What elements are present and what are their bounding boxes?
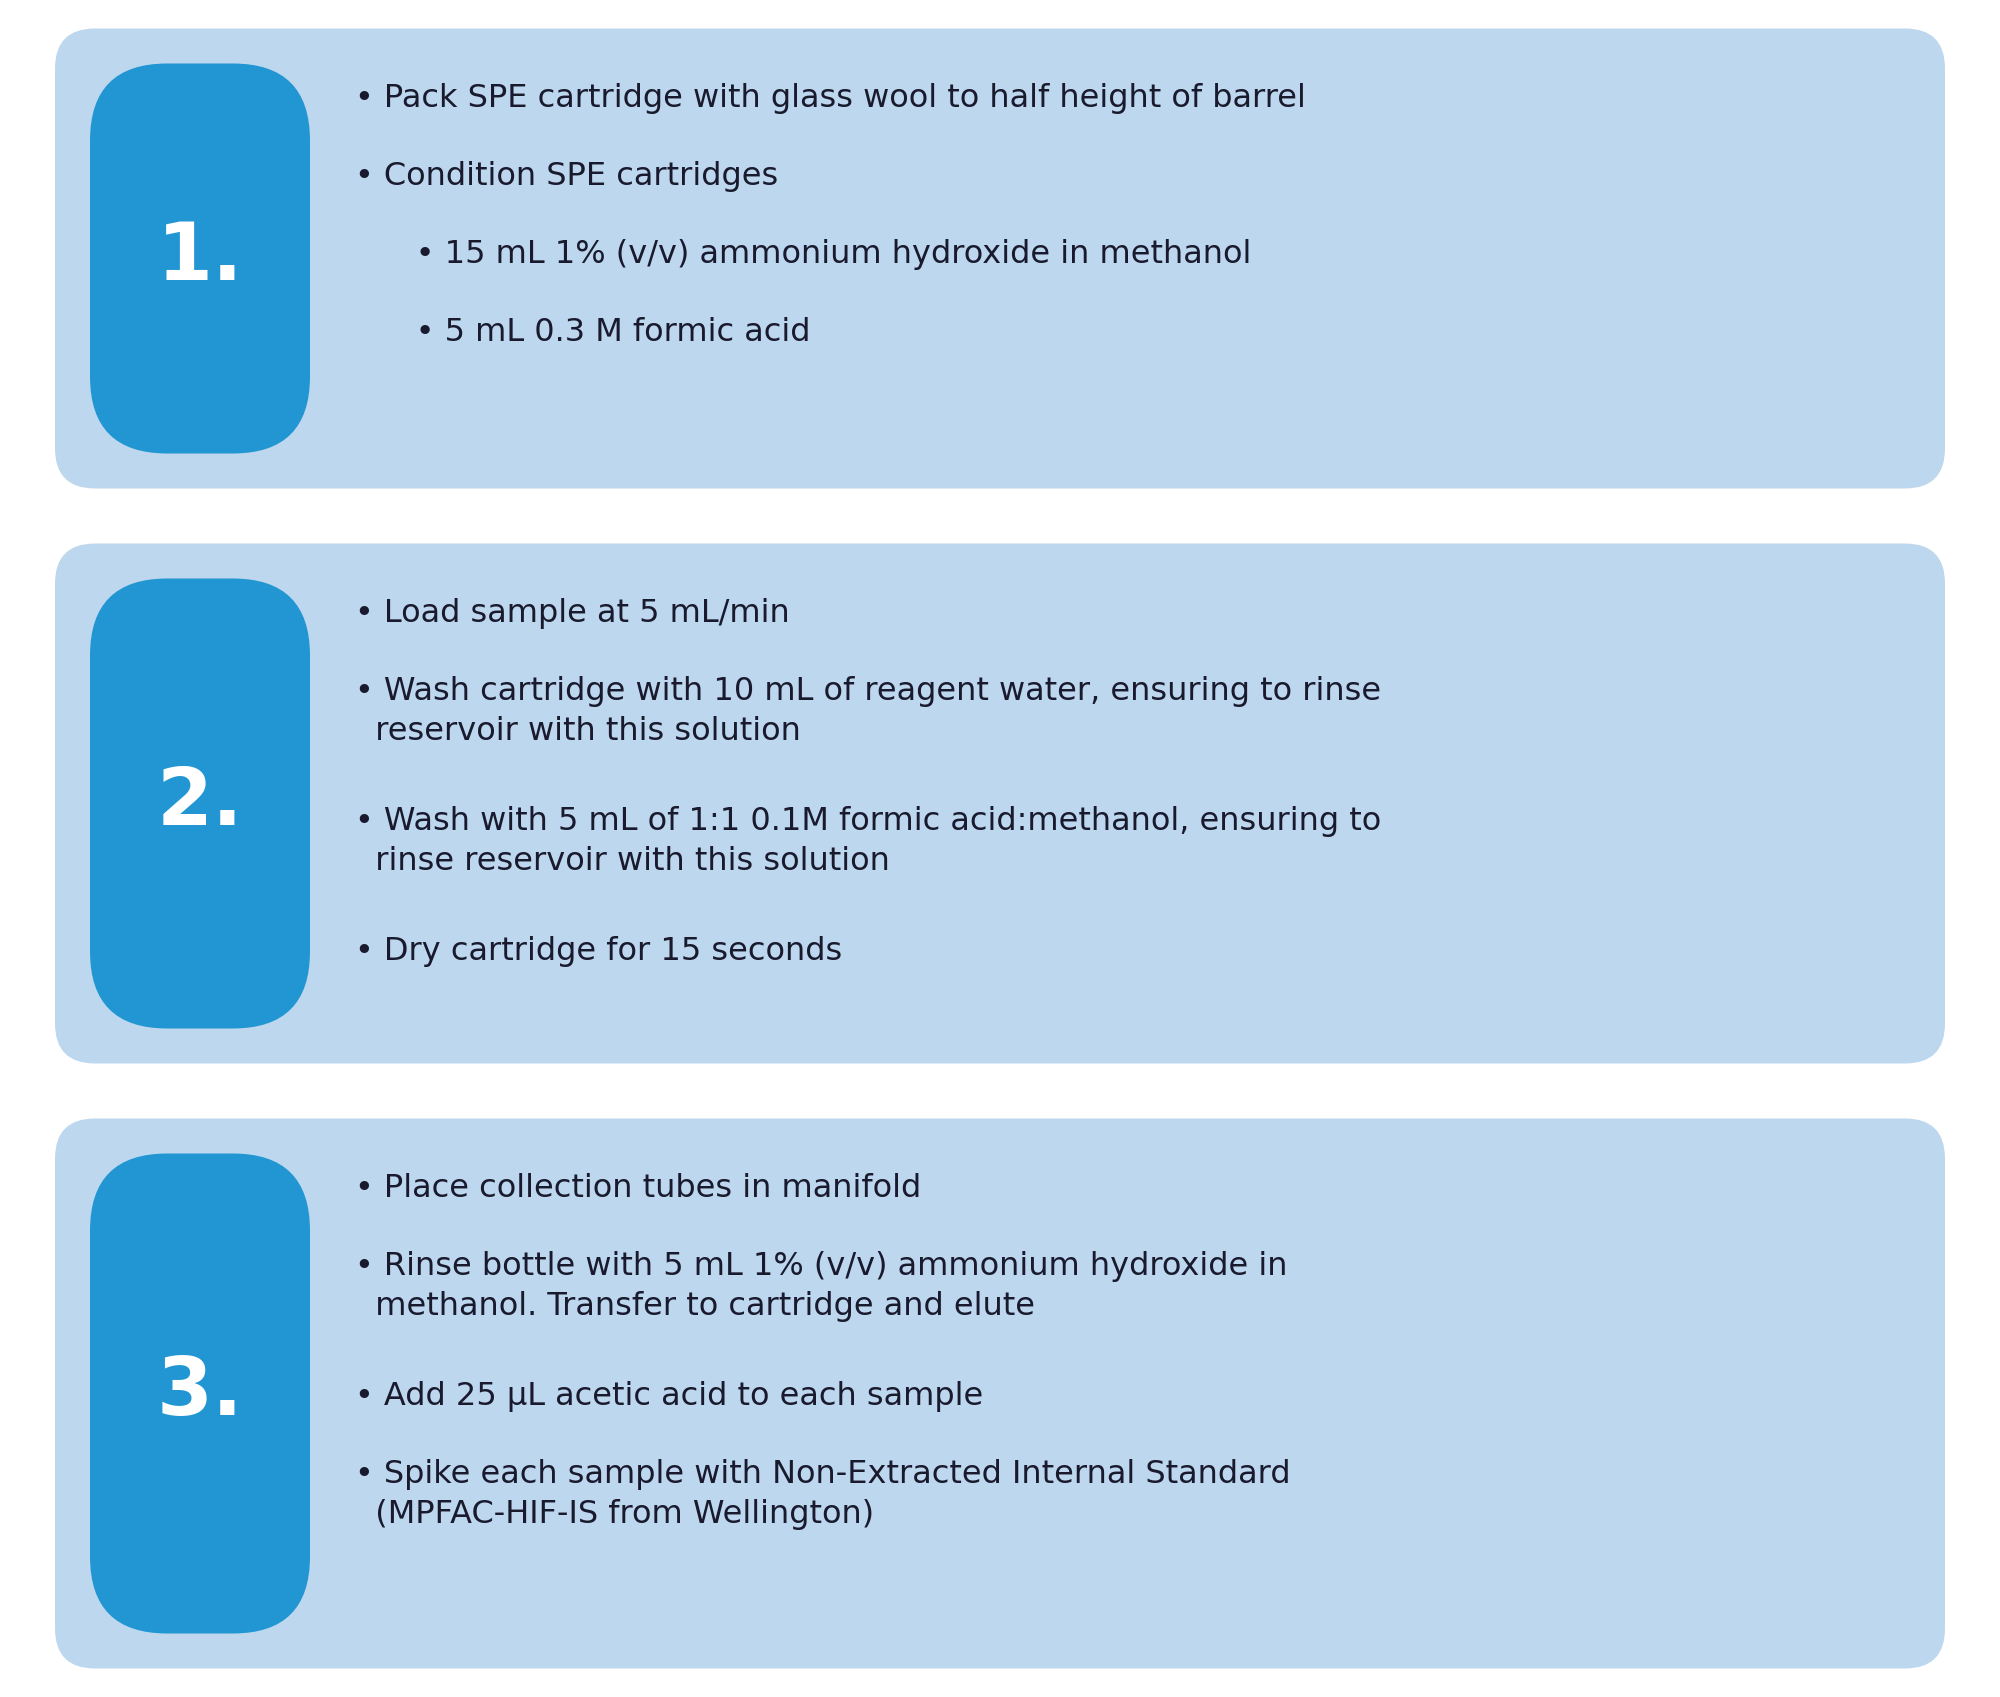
FancyBboxPatch shape	[90, 1154, 310, 1634]
Text: • Spike each sample with Non-Extracted Internal Standard
  (MPFAC-HIF-IS from We: • Spike each sample with Non-Extracted I…	[356, 1459, 1290, 1531]
Text: 3.: 3.	[156, 1354, 244, 1432]
FancyBboxPatch shape	[90, 63, 310, 453]
Text: • 15 mL 1% (v/v) ammonium hydroxide in methanol: • 15 mL 1% (v/v) ammonium hydroxide in m…	[356, 239, 1252, 270]
Text: • Wash with 5 mL of 1:1 0.1M formic acid:methanol, ensuring to
  rinse reservoir: • Wash with 5 mL of 1:1 0.1M formic acid…	[356, 806, 1382, 877]
Text: • Pack SPE cartridge with glass wool to half height of barrel: • Pack SPE cartridge with glass wool to …	[356, 83, 1306, 114]
FancyBboxPatch shape	[90, 579, 310, 1028]
Text: • Load sample at 5 mL/min: • Load sample at 5 mL/min	[356, 599, 790, 630]
Text: • Place collection tubes in manifold: • Place collection tubes in manifold	[356, 1174, 922, 1205]
Text: • Dry cartridge for 15 seconds: • Dry cartridge for 15 seconds	[356, 937, 842, 967]
Text: 2.: 2.	[156, 765, 244, 842]
Text: • Add 25 μL acetic acid to each sample: • Add 25 μL acetic acid to each sample	[356, 1381, 984, 1412]
Text: • Rinse bottle with 5 mL 1% (v/v) ammonium hydroxide in
  methanol. Transfer to : • Rinse bottle with 5 mL 1% (v/v) ammoni…	[356, 1251, 1288, 1322]
Text: • 5 mL 0.3 M formic acid: • 5 mL 0.3 M formic acid	[356, 317, 810, 348]
FancyBboxPatch shape	[56, 543, 1944, 1064]
FancyBboxPatch shape	[56, 29, 1944, 489]
Text: • Wash cartridge with 10 mL of reagent water, ensuring to rinse
  reservoir with: • Wash cartridge with 10 mL of reagent w…	[356, 677, 1382, 747]
Text: • Condition SPE cartridges: • Condition SPE cartridges	[356, 161, 778, 192]
FancyBboxPatch shape	[56, 1118, 1944, 1668]
Text: 1.: 1.	[156, 219, 244, 297]
